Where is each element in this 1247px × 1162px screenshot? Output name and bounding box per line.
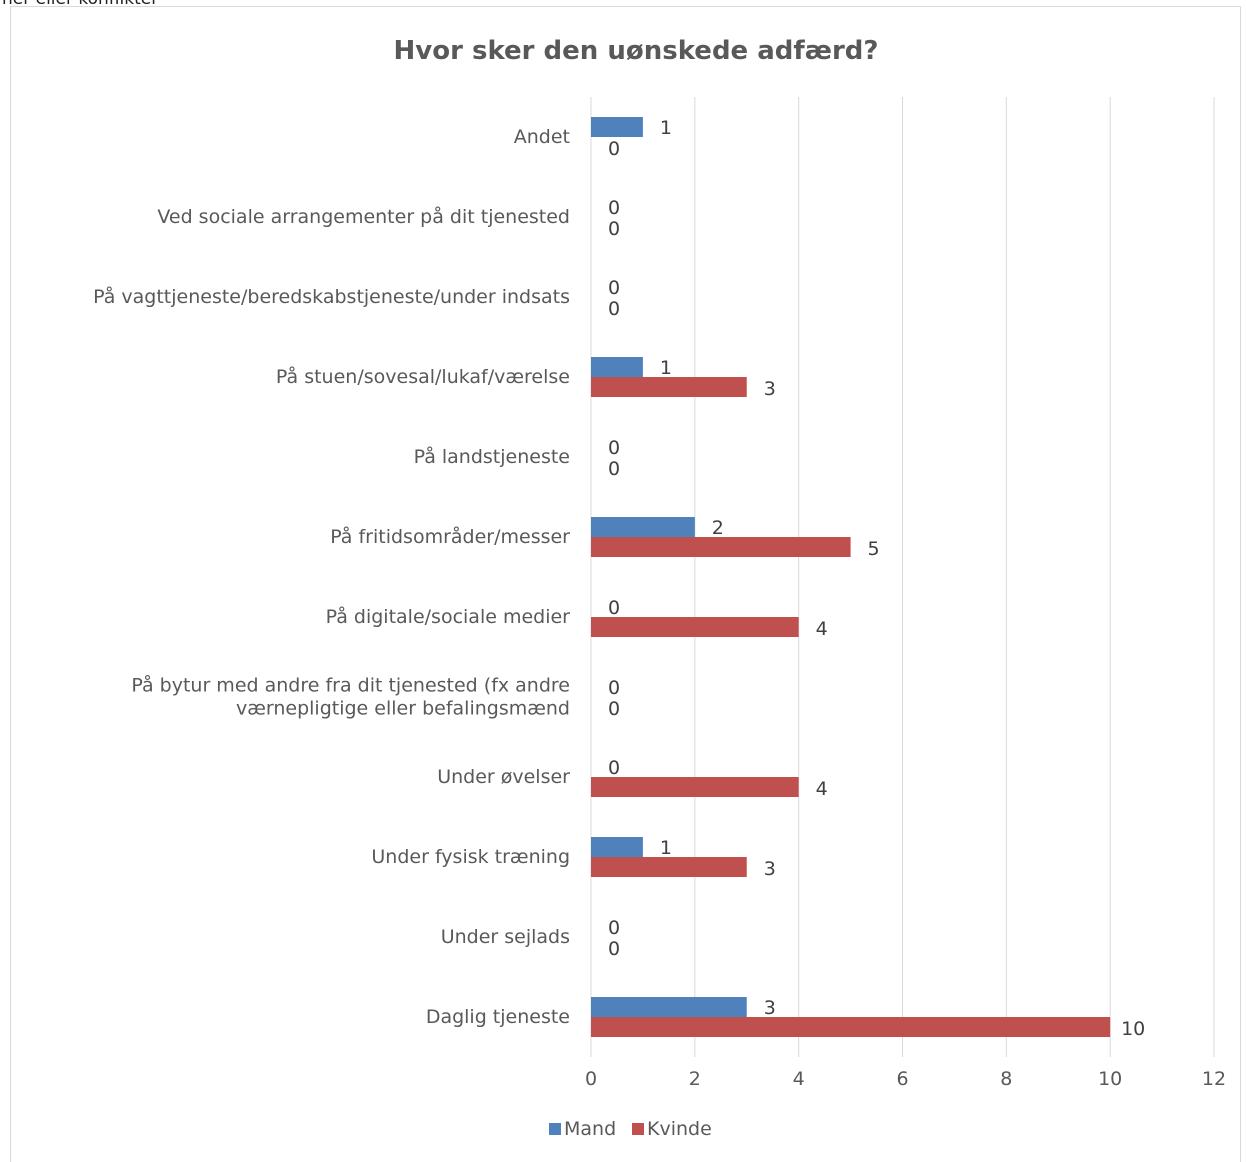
bar-mand-11 bbox=[591, 997, 747, 1017]
category-4-label: På landstjeneste bbox=[414, 445, 570, 468]
data-label-mand-0: 1 bbox=[660, 117, 672, 139]
data-label-mand-10: 0 bbox=[608, 917, 620, 939]
legend-swatch-mand bbox=[549, 1123, 561, 1135]
chart-title: Hvor sker den uønskede adfærd? bbox=[394, 36, 879, 66]
data-label-kvinde-5: 5 bbox=[868, 538, 880, 560]
data-label-kvinde-3: 3 bbox=[764, 378, 776, 400]
category-9-label: Under fysisk træning bbox=[371, 846, 570, 868]
category-6-label: På digitale/sociale medier bbox=[326, 605, 571, 628]
bar-mand-5 bbox=[591, 517, 695, 537]
x-tick-label-0: 0 bbox=[585, 1068, 597, 1090]
bar-kvinde-9 bbox=[591, 857, 747, 877]
data-label-kvinde-2: 0 bbox=[608, 298, 620, 320]
x-tick-label-6: 6 bbox=[896, 1068, 908, 1090]
data-label-kvinde-6: 4 bbox=[816, 618, 828, 640]
data-label-kvinde-10: 0 bbox=[608, 938, 620, 960]
legend-swatch-kvinde bbox=[632, 1123, 644, 1135]
bar-mand-9 bbox=[591, 837, 643, 857]
bar-kvinde-11 bbox=[591, 1017, 1111, 1037]
bar-mand-3 bbox=[591, 357, 643, 377]
category-8-label: Under øvelser bbox=[437, 766, 570, 788]
page-caption: ner eller konflikter bbox=[2, 0, 158, 9]
data-label-kvinde-4: 0 bbox=[608, 458, 620, 480]
data-label-mand-3: 1 bbox=[660, 357, 672, 379]
bar-kvinde-8 bbox=[591, 777, 799, 797]
data-label-kvinde-8: 4 bbox=[816, 778, 828, 800]
data-label-mand-5: 2 bbox=[712, 517, 724, 539]
category-7-label: På bytur med andre fra dit tjenested (fx… bbox=[131, 674, 570, 720]
data-label-kvinde-1: 0 bbox=[608, 218, 620, 240]
data-label-mand-1: 0 bbox=[608, 197, 620, 219]
data-label-mand-9: 1 bbox=[660, 837, 672, 859]
data-label-mand-4: 0 bbox=[608, 437, 620, 459]
data-label-kvinde-0: 0 bbox=[608, 138, 620, 160]
category-2-label: På vagttjeneste/beredskabstjeneste/under… bbox=[93, 285, 570, 308]
data-label-mand-8: 0 bbox=[608, 757, 620, 779]
data-label-kvinde-11: 10 bbox=[1121, 1018, 1145, 1040]
x-tick-label-2: 2 bbox=[689, 1068, 701, 1090]
x-tick-label-10: 10 bbox=[1098, 1068, 1122, 1090]
x-tick-label-8: 8 bbox=[1000, 1068, 1012, 1090]
legend-label-mand: Mand bbox=[564, 1118, 616, 1140]
category-3-label: På stuen/sovesal/lukaf/værelse bbox=[276, 365, 570, 388]
category-5-label: På fritidsområder/messer bbox=[330, 525, 570, 548]
bar-chart: Hvor sker den uønskede adfærd?0 2 4 6 8 10 12A… bbox=[93, 36, 1226, 1140]
bar-kvinde-5 bbox=[591, 537, 851, 557]
bar-mand-0 bbox=[591, 117, 643, 137]
data-label-mand-11: 3 bbox=[764, 997, 776, 1019]
data-label-mand-6: 0 bbox=[608, 597, 620, 619]
data-label-mand-2: 0 bbox=[608, 277, 620, 299]
category-10-label: Under sejlads bbox=[441, 926, 570, 948]
data-label-kvinde-7: 0 bbox=[608, 698, 620, 720]
category-1-label: Ved sociale arrangementer på dit tjenest… bbox=[157, 205, 570, 228]
x-tick-label-4: 4 bbox=[793, 1068, 805, 1090]
legend-label-kvinde: Kvinde bbox=[647, 1118, 712, 1140]
data-label-mand-7: 0 bbox=[608, 677, 620, 699]
category-0-label: Andet bbox=[514, 126, 570, 148]
data-label-kvinde-9: 3 bbox=[764, 858, 776, 880]
bar-kvinde-6 bbox=[591, 617, 799, 637]
chart-frame: Hvor sker den uønskede adfærd? 0 2 4 6 8 10 12 A… bbox=[10, 6, 1241, 1162]
bar-kvinde-3 bbox=[591, 377, 747, 397]
x-tick-label-12: 12 bbox=[1202, 1068, 1226, 1090]
category-11-label: Daglig tjeneste bbox=[426, 1006, 570, 1028]
